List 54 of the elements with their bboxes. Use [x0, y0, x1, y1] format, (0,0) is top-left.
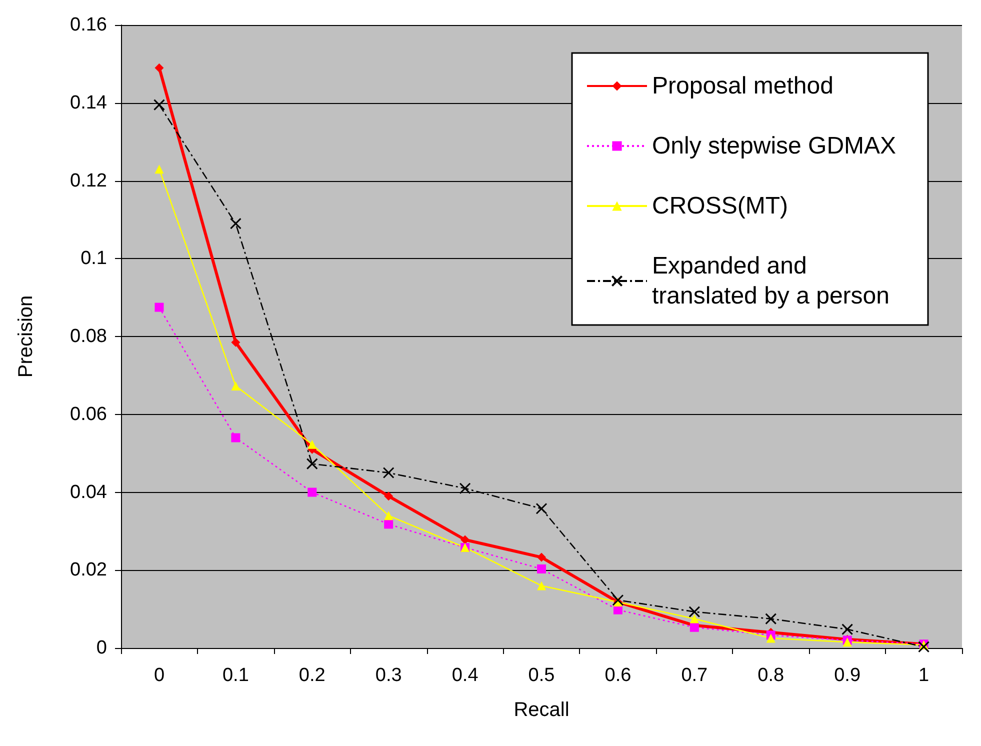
x-tick-label: 0.7 — [681, 665, 708, 686]
y-tick-label: 0.08 — [70, 326, 107, 347]
point — [230, 218, 242, 230]
point — [536, 502, 548, 514]
point — [842, 624, 854, 636]
y-tick-label: 0.14 — [70, 92, 108, 114]
point — [690, 614, 699, 624]
point — [765, 613, 777, 625]
point — [384, 511, 394, 520]
y-axis-title: Precision — [15, 295, 37, 378]
point — [153, 99, 165, 111]
point — [384, 492, 394, 501]
point — [154, 164, 164, 174]
point — [918, 641, 930, 653]
point — [382, 467, 394, 479]
x-tick-label: 0.3 — [375, 665, 402, 686]
point — [154, 63, 164, 72]
y-tick-label: 0.02 — [70, 560, 107, 581]
point — [460, 535, 470, 544]
point — [537, 581, 546, 590]
point — [308, 440, 317, 449]
point — [231, 338, 240, 347]
x-tick-label: 0.5 — [528, 665, 555, 686]
legend-label: CROSS(MT) — [652, 192, 788, 220]
point — [612, 594, 624, 606]
y-tick-label: 0.12 — [70, 170, 107, 192]
point — [306, 458, 318, 470]
point — [154, 302, 164, 312]
y-tick-label: 0.1 — [80, 248, 107, 270]
point — [537, 552, 546, 562]
x-tick-label: 0.6 — [604, 665, 632, 686]
point — [459, 482, 471, 494]
point — [688, 606, 700, 618]
x-tick-label: 0.9 — [834, 665, 861, 686]
x-tick-label: 1 — [918, 665, 930, 686]
point — [308, 488, 317, 497]
x-tick-label: 0 — [154, 665, 165, 686]
x-tick-label: 0.8 — [758, 665, 784, 686]
legend-label: Only stepwise GDMAX — [652, 132, 896, 160]
point — [766, 634, 776, 643]
y-tick-label: 0.16 — [70, 14, 107, 36]
x-tick-label: 0.1 — [222, 665, 249, 686]
point — [384, 520, 394, 529]
y-tick-label: 0.04 — [70, 482, 108, 503]
legend-label: Expanded and translated by a person — [652, 252, 890, 310]
y-tick-label: 0.06 — [70, 404, 107, 425]
x-tick-label: 0.2 — [298, 665, 326, 686]
point — [231, 381, 240, 390]
legend-label: Proposal method — [652, 72, 834, 100]
y-tick-label: 0 — [96, 638, 107, 658]
x-tick-label: 0.4 — [452, 665, 479, 686]
x-axis-title: Recall — [514, 699, 570, 721]
point — [231, 433, 240, 442]
point — [537, 564, 546, 574]
